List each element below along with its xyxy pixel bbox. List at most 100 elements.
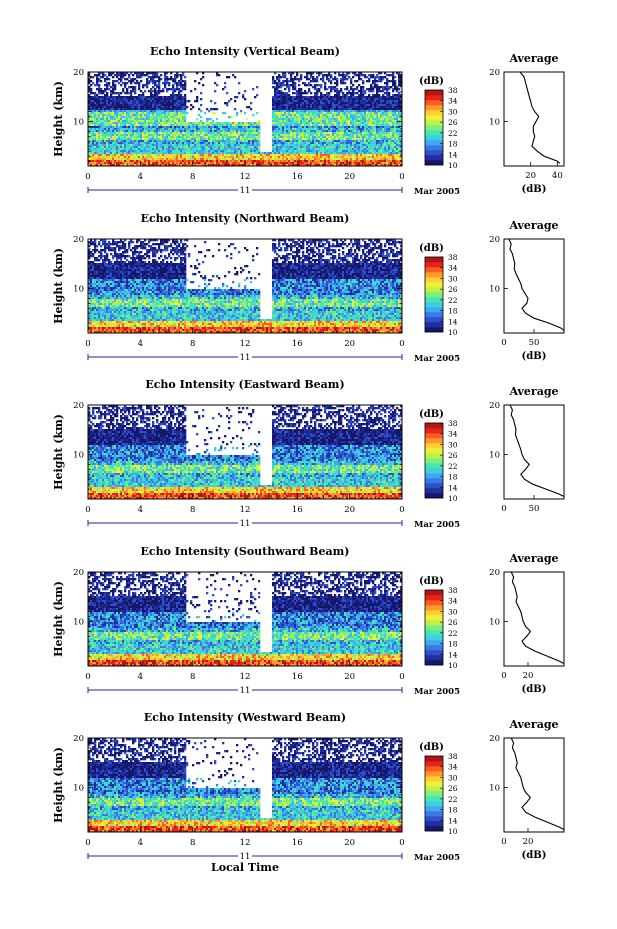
y-axis-label: Height (km): [52, 81, 65, 157]
colorbar-tick-label: 30: [448, 440, 458, 449]
average-title: Average: [508, 552, 558, 565]
panel-2: Echo Intensity (Northward Beam) 10 20 Heigh…: [52, 212, 565, 364]
average-x-label: (dB): [522, 351, 547, 362]
average-x-label: (dB): [522, 850, 547, 861]
average-y-tick-label: 10: [489, 284, 500, 294]
average-profile: Average 10 20 0 50 (dB): [489, 219, 565, 362]
average-profile-line: [509, 404, 565, 497]
heatmap: [88, 738, 403, 833]
date-label: 11: [240, 186, 251, 196]
colorbar-tick-label: 18: [448, 640, 458, 649]
colorbar-tick-label: 18: [448, 140, 458, 149]
colorbar-tick-label: 14: [448, 317, 458, 326]
average-x-tick-label: 20: [523, 837, 534, 847]
x-tick-label: 16: [292, 672, 303, 682]
average-y-tick-label: 20: [489, 734, 500, 744]
x-tick-label: 12: [240, 505, 251, 515]
colorbar-tick-label: 26: [448, 285, 458, 294]
average-x-label: (dB): [522, 184, 547, 195]
y-tick-label: 10: [73, 783, 84, 793]
average-title: Average: [508, 219, 558, 232]
x-tick-label: 20: [344, 172, 355, 182]
x-tick-label: 20: [344, 838, 355, 848]
x-tick-label: 20: [344, 339, 355, 349]
y-tick-label: 20: [73, 401, 84, 411]
colorbar-tick-label: 22: [448, 795, 458, 804]
average-profile: Average 10 20 20 40 (dB): [489, 52, 565, 195]
x-tick-label: 0: [399, 672, 404, 682]
average-x-tick-label: 50: [529, 504, 540, 514]
heatmap: [88, 72, 403, 167]
average-x-tick-label: 40: [552, 171, 563, 181]
y-axis-label: Height (km): [52, 581, 65, 657]
colorbar-tick-label: 30: [448, 274, 458, 283]
date-label: 11: [240, 686, 251, 696]
panel-1: Echo Intensity (Vertical Beam) 10 20 Height…: [52, 45, 565, 197]
colorbar-tick-label: 18: [448, 307, 458, 316]
colorbar-tick-label: 26: [448, 618, 458, 627]
average-profile-line: [510, 571, 565, 664]
colorbar-tick-label: 34: [448, 97, 458, 106]
average-x-tick-label: 50: [529, 338, 540, 348]
average-title: Average: [508, 385, 558, 398]
colorbar-unit: (dB): [419, 576, 444, 587]
x-tick-label: 4: [138, 172, 143, 182]
x-tick-label: 16: [292, 339, 303, 349]
colorbar-tick-label: 34: [448, 763, 458, 772]
colorbar-tick-label: 34: [448, 264, 458, 273]
average-profile: Average 10 20 0 20 (dB): [489, 718, 565, 861]
average-title: Average: [508, 718, 558, 731]
y-tick-label: 10: [73, 117, 84, 127]
average-y-tick-label: 10: [489, 117, 500, 127]
y-tick-label: 10: [73, 450, 84, 460]
heatmap: [88, 572, 403, 667]
colorbar-tick-label: 18: [448, 806, 458, 815]
x-tick-label: 0: [399, 838, 404, 848]
colorbar-tick-label: 14: [448, 650, 458, 659]
colorbar-unit: (dB): [419, 409, 444, 420]
heatmap: [88, 239, 403, 334]
colorbar-tick-label: 22: [448, 296, 458, 305]
colorbar-tick-label: 10: [448, 328, 458, 337]
panel-title: Echo Intensity (Westward Beam): [144, 711, 346, 724]
average-y-tick-label: 10: [489, 783, 500, 793]
panel-4: Echo Intensity (Southward Beam) 10 20 Heigh…: [52, 545, 565, 697]
x-tick-label: 12: [240, 339, 251, 349]
y-tick-label: 20: [73, 568, 84, 578]
colorbar-tick-label: 22: [448, 462, 458, 471]
x-tick-label: 12: [240, 672, 251, 682]
average-y-tick-label: 20: [489, 568, 500, 578]
x-tick-label: 20: [344, 672, 355, 682]
y-tick-label: 10: [73, 617, 84, 627]
x-tick-label: 12: [240, 172, 251, 182]
colorbar-tick-label: 26: [448, 118, 458, 127]
month-label: Mar 2005: [414, 687, 460, 697]
colorbar-tick-label: 18: [448, 473, 458, 482]
y-tick-label: 20: [73, 734, 84, 744]
colorbar-tick-label: 30: [448, 107, 458, 116]
colorbar-tick-label: 10: [448, 494, 458, 503]
average-profile-line: [519, 71, 561, 164]
average-profile: Average 10 20 0 50: [489, 385, 565, 514]
y-tick-label: 10: [73, 284, 84, 294]
colorbar-tick-label: 14: [448, 816, 458, 825]
x-tick-label: 0: [85, 838, 90, 848]
date-label: 11: [240, 852, 251, 862]
date-label: 11: [240, 353, 251, 363]
average-profile-line: [510, 737, 565, 830]
x-tick-label: 4: [138, 672, 143, 682]
average-x-tick-label: 0: [501, 338, 506, 348]
average-y-tick-label: 20: [489, 401, 500, 411]
colorbar-tick-label: 38: [448, 752, 458, 761]
average-x-label: (dB): [522, 684, 547, 695]
x-tick-label: 16: [292, 505, 303, 515]
colorbar-tick-label: 26: [448, 451, 458, 460]
panel-title: Echo Intensity (Northward Beam): [141, 212, 350, 225]
panel-title: Echo Intensity (Eastward Beam): [145, 378, 344, 391]
x-tick-label: 8: [190, 339, 195, 349]
